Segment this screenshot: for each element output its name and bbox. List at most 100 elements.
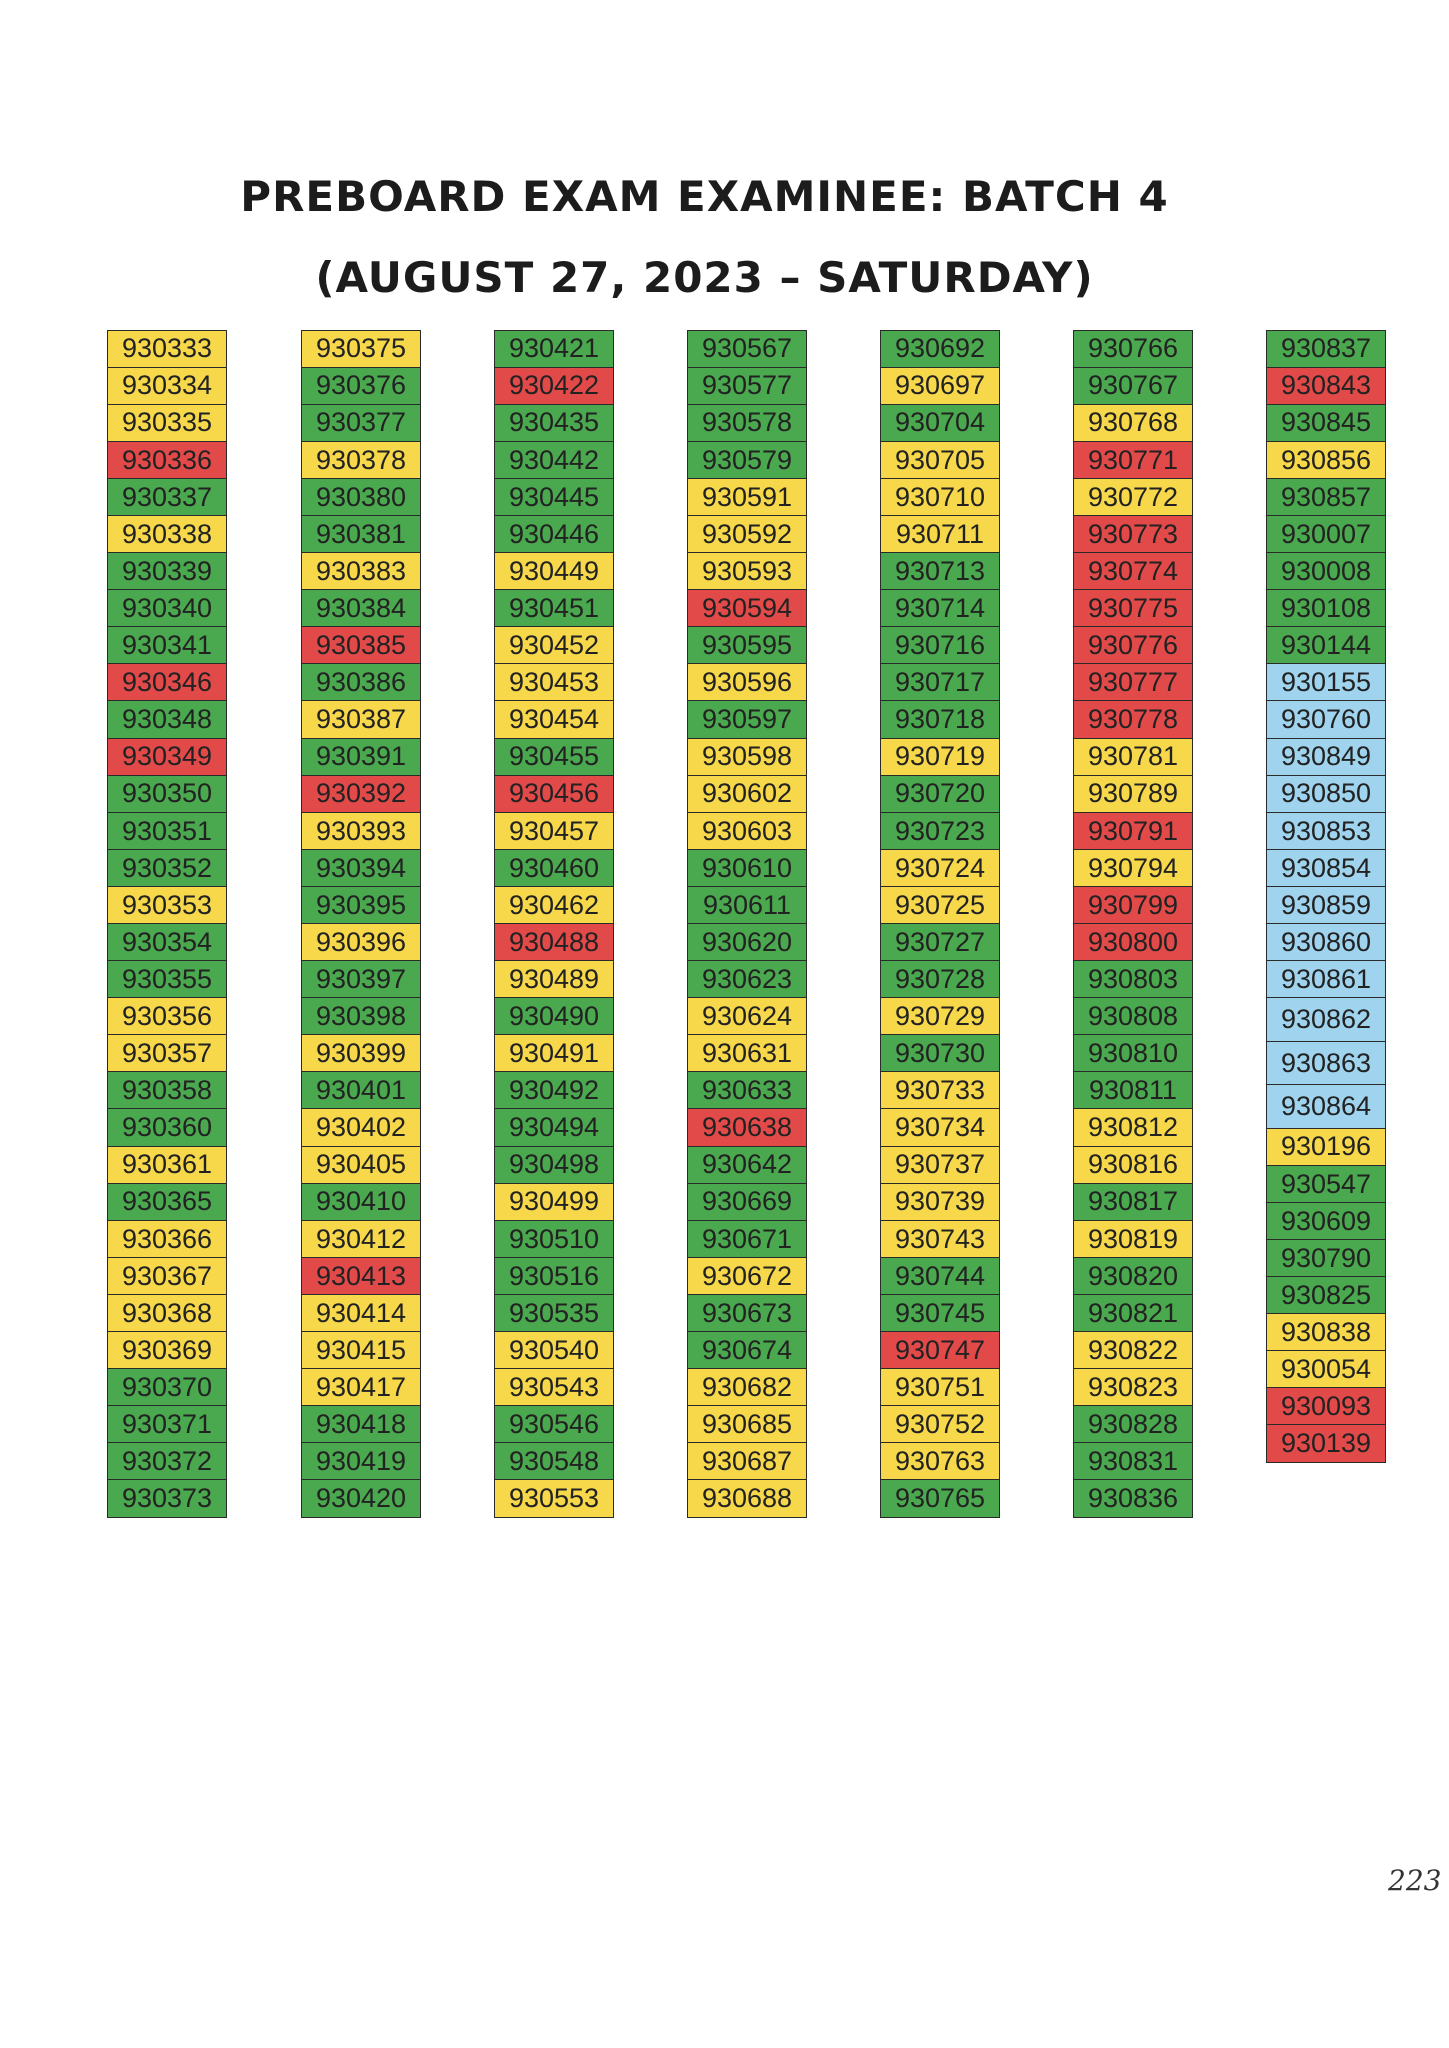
examinee-id-cell: 930597 (687, 700, 807, 740)
examinee-id-cell: 930414 (301, 1293, 421, 1333)
examinee-id-cell: 930687 (687, 1442, 807, 1481)
examinee-id-cell: 930543 (494, 1368, 614, 1407)
examinee-id-cell: 930822 (1073, 1331, 1193, 1370)
examinee-id-cell: 930419 (301, 1442, 421, 1481)
examinee-id-cell: 930375 (301, 329, 421, 369)
examinee-id-cell: 930360 (107, 1108, 227, 1148)
examinee-id-cell: 930451 (494, 589, 614, 628)
examinee-column-4: 930567 930577 930578 930579 930591 930592 9305… (687, 329, 807, 1518)
examinee-id-cell: 930449 (494, 552, 614, 591)
examinee-id-cell: 930743 (880, 1219, 1000, 1259)
examinee-id-cell: 930547 (1266, 1164, 1386, 1204)
examinee-id-cell: 930714 (880, 589, 1000, 628)
examinee-id-cell: 930139 (1266, 1424, 1386, 1464)
examinee-id-cell: 930494 (494, 1108, 614, 1148)
examinee-id-cell: 930723 (880, 811, 1000, 851)
examinee-id-cell: 930108 (1266, 589, 1386, 628)
page-title: PREBOARD EXAM EXAMINEE: BATCH 4 (240, 172, 1169, 221)
examinee-id-cell: 930837 (1266, 329, 1386, 369)
examinee-id-cell: 930716 (880, 626, 1000, 665)
examinee-id-cell: 930777 (1073, 663, 1193, 702)
examinee-id-cell: 930850 (1266, 774, 1386, 814)
examinee-id-cell: 930387 (301, 700, 421, 740)
examinee-id-cell: 930371 (107, 1405, 227, 1444)
examinee-id-cell: 930861 (1266, 960, 1386, 999)
examinee-id-cell: 930366 (107, 1219, 227, 1259)
examinee-id-cell: 930856 (1266, 440, 1386, 480)
examinee-id-cell: 930863 (1266, 1040, 1386, 1086)
examinee-id-cell: 930341 (107, 626, 227, 665)
examinee-id-cell: 930381 (301, 514, 421, 554)
examinee-id-cell: 930688 (687, 1479, 807, 1518)
examinee-id-cell: 930553 (494, 1479, 614, 1518)
examinee-id-cell: 930412 (301, 1219, 421, 1259)
examinee-id-cell: 930490 (494, 997, 614, 1036)
examinee-id-cell: 930598 (687, 737, 807, 777)
examinee-id-cell: 930410 (301, 1182, 421, 1222)
examinee-id-cell: 930725 (880, 885, 1000, 925)
examinee-id-cell: 930697 (880, 366, 1000, 406)
examinee-column-5: 930692 930697 930704 930705 930710 930711 9307… (880, 329, 1000, 1518)
examinee-id-cell: 930386 (301, 663, 421, 702)
examinee-id-cell: 930737 (880, 1145, 1000, 1185)
examinee-id-cell: 930365 (107, 1182, 227, 1222)
examinee-id-cell: 930399 (301, 1034, 421, 1073)
examinee-id-cell: 930812 (1073, 1108, 1193, 1148)
examinee-id-cell: 930623 (687, 960, 807, 999)
examinee-id-cell: 930768 (1073, 403, 1193, 443)
examinee-id-cell: 930727 (880, 923, 1000, 962)
examinee-id-cell: 930791 (1073, 811, 1193, 851)
examinee-id-cell: 930361 (107, 1145, 227, 1185)
examinee-id-cell: 930733 (880, 1071, 1000, 1110)
examinee-id-cell: 930368 (107, 1293, 227, 1333)
examinee-id-cell: 930591 (687, 477, 807, 517)
examinee-id-cell: 930810 (1073, 1034, 1193, 1073)
examinee-id-cell: 930823 (1073, 1368, 1193, 1407)
examinee-id-cell: 930624 (687, 997, 807, 1036)
examinee-id-cell: 930376 (301, 366, 421, 406)
examinee-id-cell: 930765 (880, 1479, 1000, 1518)
examinee-id-cell: 930510 (494, 1219, 614, 1259)
examinee-id-cell: 930446 (494, 514, 614, 554)
examinee-id-cell: 930393 (301, 811, 421, 851)
examinee-id-cell: 930849 (1266, 737, 1386, 777)
examinee-id-cell: 930453 (494, 663, 614, 702)
examinee-id-cell: 930821 (1073, 1293, 1193, 1333)
examinee-id-cell: 930596 (687, 663, 807, 702)
examinee-id-cell: 930370 (107, 1368, 227, 1407)
examinee-id-cell: 930631 (687, 1034, 807, 1073)
examinee-id-cell: 930394 (301, 848, 421, 888)
examinee-id-cell: 930610 (687, 848, 807, 888)
examinee-id-cell: 930155 (1266, 663, 1386, 702)
examinee-id-cell: 930825 (1266, 1276, 1386, 1315)
examinee-id-cell: 930766 (1073, 329, 1193, 369)
examinee-column-6: 930766 930767 930768 930771 930772 930773 9307… (1073, 329, 1193, 1518)
examinee-id-cell: 930398 (301, 997, 421, 1036)
examinee-id-cell: 930772 (1073, 477, 1193, 517)
examinee-id-cell: 930638 (687, 1108, 807, 1148)
examinee-id-cell: 930384 (301, 589, 421, 628)
examinee-id-cell: 930860 (1266, 923, 1386, 962)
examinee-id-cell: 930455 (494, 737, 614, 777)
examinee-id-cell: 930396 (301, 923, 421, 962)
examinee-id-cell: 930346 (107, 663, 227, 702)
examinee-id-cell: 930776 (1073, 626, 1193, 665)
examinee-id-cell: 930355 (107, 960, 227, 999)
examinee-id-cell: 930144 (1266, 626, 1386, 665)
examinee-id-cell: 930710 (880, 477, 1000, 517)
examinee-id-cell: 930763 (880, 1442, 1000, 1481)
examinee-id-cell: 930719 (880, 737, 1000, 777)
examinee-id-cell: 930335 (107, 403, 227, 443)
examinee-column-7: 930837 930843 930845 930856 930857 930007 9300… (1266, 329, 1386, 1464)
examinee-id-cell: 930445 (494, 477, 614, 517)
examinee-id-cell: 930415 (301, 1331, 421, 1370)
examinee-id-cell: 930672 (687, 1256, 807, 1296)
examinee-id-cell: 930771 (1073, 440, 1193, 480)
examinee-id-cell: 930413 (301, 1256, 421, 1296)
examinee-id-cell: 930803 (1073, 960, 1193, 999)
examinee-id-cell: 930577 (687, 366, 807, 406)
examinee-id-cell: 930452 (494, 626, 614, 665)
examinee-id-cell: 930864 (1266, 1084, 1386, 1130)
examinee-id-cell: 930611 (687, 885, 807, 925)
examinee-id-cell: 930790 (1266, 1238, 1386, 1278)
